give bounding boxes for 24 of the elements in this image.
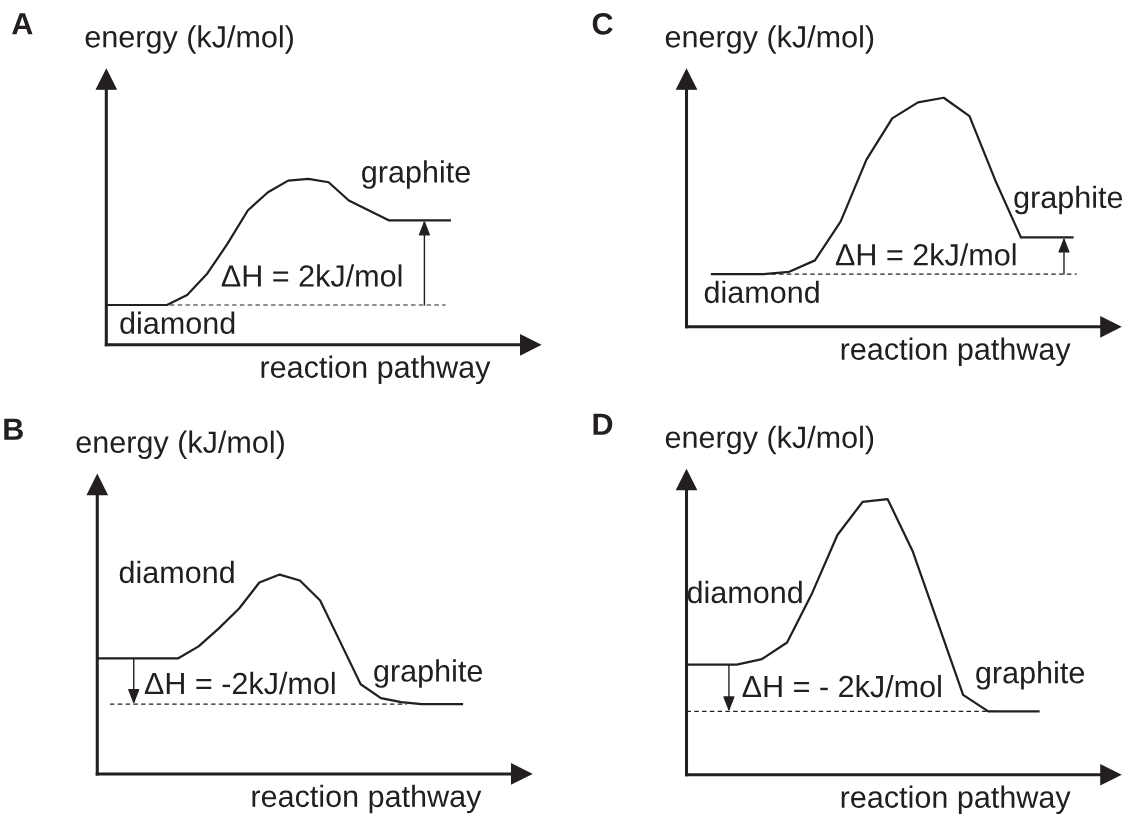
chart-title: C — [592, 13, 613, 35]
x-axis-title: reaction pathway — [841, 337, 1071, 367]
x-axis-title: reaction pathway — [252, 784, 482, 814]
annotation: graphite — [1014, 185, 1123, 215]
annotation: graphite — [976, 661, 1084, 690]
annotation: ΔH = -2kJ/mol — [144, 671, 335, 695]
chart-title: B — [4, 418, 23, 440]
annotation: graphite — [362, 160, 470, 189]
chart-title: D — [593, 413, 613, 435]
annotation: diamond — [687, 580, 802, 604]
annotation: ΔH = - 2kJ/mol — [742, 674, 941, 698]
x-axis-title: reaction pathway — [841, 785, 1071, 815]
y-axis-title: energy (kJ/mol) — [665, 25, 874, 54]
chart-title: A — [12, 13, 33, 35]
annotation: diamond — [119, 560, 234, 584]
y-axis-title: energy (kJ/mol) — [85, 25, 293, 54]
y-axis-title: energy (kJ/mol) — [76, 430, 284, 460]
annotation: diamond — [120, 311, 235, 335]
annotation: ΔH = 2kJ/mol — [835, 243, 1016, 266]
y-axis-title: energy (kJ/mol) — [665, 425, 874, 455]
annotation: diamond — [704, 280, 819, 304]
annotation: ΔH = 2kJ/mol — [221, 264, 402, 287]
x-axis-title: reaction pathway — [261, 355, 491, 385]
annotation: graphite — [374, 659, 483, 688]
